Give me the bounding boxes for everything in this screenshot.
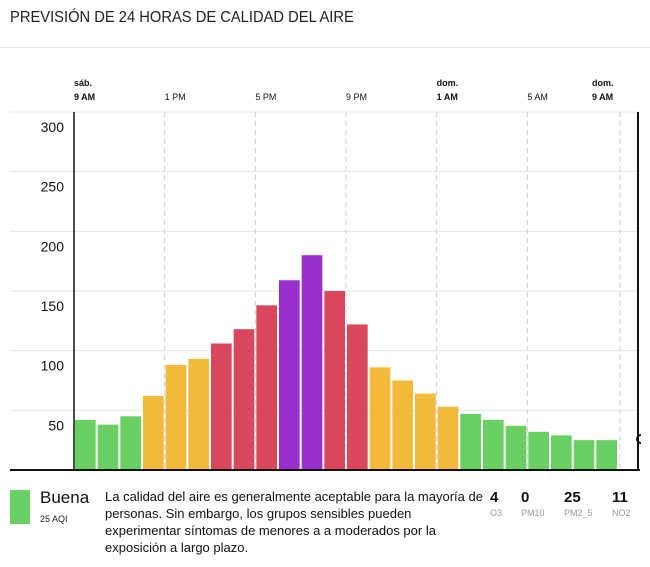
x-tick-hour: 9 AM	[74, 92, 96, 102]
bar[interactable]	[437, 406, 459, 470]
bar[interactable]	[75, 419, 96, 470]
aqi-description: La calidad del aire es generalmente acep…	[105, 489, 483, 555]
y-tick-label: 300	[41, 119, 65, 135]
aqi-bar-chart: 300 250 200 150 100 50	[10, 111, 642, 471]
page-title: PREVISIÓN DE 24 HORAS DE CALIDAD DEL AIR…	[10, 9, 354, 26]
bar[interactable]	[211, 343, 232, 470]
bar[interactable]	[324, 291, 345, 470]
bar[interactable]	[279, 280, 300, 470]
pollutant-value: 25	[564, 489, 581, 506]
bar[interactable]	[505, 425, 527, 470]
pollutant-value: 11	[612, 489, 628, 506]
aqi-value: 25 AQI	[40, 514, 68, 524]
bar[interactable]	[256, 305, 277, 470]
bar[interactable]	[483, 419, 504, 470]
bar[interactable]	[573, 440, 595, 470]
bar[interactable]	[120, 416, 141, 470]
pollutant-o3: 4 O3	[490, 489, 502, 518]
x-tick-hour: 1 AM	[436, 92, 458, 102]
pollutant-name: O3	[490, 508, 503, 518]
pollutant-name: NO2	[612, 508, 631, 518]
y-tick-label: 150	[41, 298, 65, 314]
pollutant-pm10: 0 PM10	[521, 489, 545, 518]
bar[interactable]	[551, 435, 572, 470]
bar[interactable]	[143, 396, 164, 470]
y-tick-label: 250	[41, 179, 65, 195]
x-tick-hour: 5 AM	[527, 92, 548, 102]
title-divider	[0, 47, 650, 48]
bar[interactable]	[415, 393, 436, 470]
x-tick-day: dom.	[436, 78, 459, 88]
x-tick-hour: 9 PM	[346, 92, 368, 102]
x-tick-day: sáb.	[74, 78, 93, 88]
time-slider-handle-icon[interactable]	[636, 434, 642, 444]
bar[interactable]	[97, 424, 119, 470]
bar[interactable]	[165, 364, 187, 470]
x-tick-day	[527, 77, 548, 91]
x-tick-day	[255, 77, 276, 91]
x-tick-day	[165, 77, 186, 91]
bar[interactable]	[369, 367, 391, 470]
bar[interactable]	[528, 431, 549, 470]
x-tick-day	[346, 77, 367, 91]
bar[interactable]	[596, 440, 617, 470]
x-tick-hour: 9 AM	[592, 92, 614, 102]
x-tick-label: dom. 9 AM	[592, 77, 614, 104]
y-tick-label: 200	[41, 238, 65, 254]
pollutant-no2: 11 NO2	[612, 489, 631, 518]
pollutant-value: 4	[490, 489, 499, 506]
x-tick-label: sáb. 9 AM	[74, 77, 95, 104]
x-tick-day: dom.	[592, 78, 614, 88]
x-tick-label: dom. 1 AM	[437, 77, 459, 104]
bar[interactable]	[188, 359, 209, 470]
x-tick-label: 9 PM	[346, 77, 367, 104]
bar[interactable]	[460, 413, 481, 470]
pollutant-name: PM10	[521, 508, 545, 518]
x-tick-label: 5 PM	[255, 77, 276, 104]
pollutant-value: 0	[521, 489, 530, 506]
bar[interactable]	[347, 324, 368, 470]
x-tick-hour: 5 PM	[255, 92, 277, 102]
bar[interactable]	[392, 380, 413, 471]
x-tick-label: 1 PM	[165, 77, 186, 104]
bar[interactable]	[301, 255, 323, 470]
pollutant-pm2-5: 25 PM2_5	[564, 489, 593, 518]
x-tick-label: 5 AM	[527, 77, 548, 104]
y-tick-label: 100	[41, 358, 65, 374]
bar[interactable]	[233, 329, 255, 470]
pollutant-name: PM2_5	[564, 508, 593, 518]
aqi-level-swatch	[10, 490, 30, 524]
x-tick-hour: 1 PM	[164, 92, 186, 102]
aqi-level-label: Buena	[40, 488, 90, 507]
y-tick-label: 50	[48, 417, 64, 433]
